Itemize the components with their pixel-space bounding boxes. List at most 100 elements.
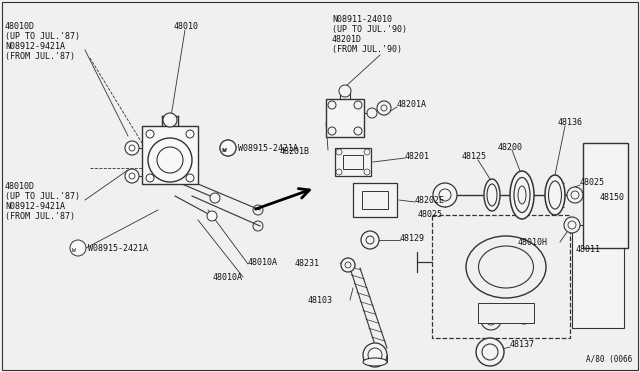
Text: N08911-24010: N08911-24010 bbox=[332, 15, 392, 24]
Ellipse shape bbox=[548, 181, 561, 209]
Text: (FROM JUL.'90): (FROM JUL.'90) bbox=[332, 45, 402, 54]
Circle shape bbox=[571, 191, 579, 199]
Text: 48010D: 48010D bbox=[5, 182, 35, 191]
Text: 48010A: 48010A bbox=[213, 273, 243, 282]
Text: 48200: 48200 bbox=[498, 143, 523, 152]
Circle shape bbox=[129, 145, 135, 151]
Circle shape bbox=[481, 310, 501, 330]
Circle shape bbox=[70, 240, 86, 256]
Bar bbox=[478, 303, 534, 323]
Circle shape bbox=[148, 138, 192, 182]
Text: 48201: 48201 bbox=[405, 152, 430, 161]
Ellipse shape bbox=[487, 184, 497, 206]
Text: (FROM JUL.'87): (FROM JUL.'87) bbox=[5, 52, 75, 61]
Circle shape bbox=[328, 101, 336, 109]
Bar bbox=[343, 155, 363, 169]
Text: 48202E: 48202E bbox=[415, 196, 445, 205]
Text: 48201D: 48201D bbox=[332, 35, 362, 44]
Circle shape bbox=[210, 193, 220, 203]
Ellipse shape bbox=[545, 175, 565, 215]
Text: W08915-2421A: W08915-2421A bbox=[88, 244, 148, 253]
Circle shape bbox=[125, 141, 139, 155]
Bar bbox=[362, 191, 388, 209]
Circle shape bbox=[220, 140, 236, 156]
Ellipse shape bbox=[484, 179, 500, 211]
Bar bbox=[572, 225, 624, 328]
Text: W: W bbox=[72, 247, 76, 253]
Text: 48201A: 48201A bbox=[397, 100, 427, 109]
Text: 48150: 48150 bbox=[600, 193, 625, 202]
Circle shape bbox=[516, 308, 532, 324]
Circle shape bbox=[366, 236, 374, 244]
Circle shape bbox=[336, 169, 342, 175]
Circle shape bbox=[486, 315, 496, 325]
Circle shape bbox=[364, 149, 370, 155]
Circle shape bbox=[361, 231, 379, 249]
Circle shape bbox=[186, 174, 194, 182]
Text: (UP TO JUL.'90): (UP TO JUL.'90) bbox=[332, 25, 407, 34]
Text: (UP TO JUL.'87): (UP TO JUL.'87) bbox=[5, 192, 80, 201]
Circle shape bbox=[163, 113, 177, 127]
Text: 48025: 48025 bbox=[418, 210, 443, 219]
Circle shape bbox=[328, 127, 336, 135]
Circle shape bbox=[520, 312, 528, 320]
Circle shape bbox=[354, 101, 362, 109]
Text: A/80 (0066: A/80 (0066 bbox=[586, 355, 632, 364]
Text: 48125: 48125 bbox=[462, 152, 487, 161]
Bar bbox=[335, 148, 371, 176]
Circle shape bbox=[220, 140, 236, 156]
Circle shape bbox=[564, 217, 580, 233]
Circle shape bbox=[364, 169, 370, 175]
Text: 48010A: 48010A bbox=[248, 258, 278, 267]
Circle shape bbox=[339, 85, 351, 97]
Text: 48231: 48231 bbox=[295, 259, 320, 268]
Text: 48010: 48010 bbox=[174, 22, 199, 31]
Circle shape bbox=[377, 101, 391, 115]
Circle shape bbox=[568, 221, 576, 229]
Bar bbox=[432, 215, 570, 338]
Ellipse shape bbox=[479, 246, 534, 288]
Text: (UP TO JUL.'87): (UP TO JUL.'87) bbox=[5, 32, 80, 41]
Circle shape bbox=[125, 169, 139, 183]
Bar bbox=[142, 126, 198, 184]
Text: W: W bbox=[223, 148, 227, 153]
Text: 48025: 48025 bbox=[580, 178, 605, 187]
Text: 48011: 48011 bbox=[576, 245, 601, 254]
Circle shape bbox=[482, 344, 498, 360]
Circle shape bbox=[336, 149, 342, 155]
Circle shape bbox=[354, 127, 362, 135]
Text: 48103: 48103 bbox=[308, 296, 333, 305]
Circle shape bbox=[157, 147, 183, 173]
Bar bbox=[583, 143, 628, 248]
Text: W08915-2421A: W08915-2421A bbox=[238, 144, 298, 153]
Circle shape bbox=[207, 211, 217, 221]
Text: 48201B: 48201B bbox=[280, 147, 310, 156]
Text: 48129: 48129 bbox=[400, 234, 425, 243]
Circle shape bbox=[567, 187, 583, 203]
Text: N08912-9421A: N08912-9421A bbox=[5, 42, 65, 51]
Text: 48137: 48137 bbox=[510, 340, 535, 349]
Circle shape bbox=[363, 343, 387, 367]
Text: W: W bbox=[222, 148, 226, 153]
Circle shape bbox=[476, 338, 504, 366]
Circle shape bbox=[439, 189, 451, 201]
Bar bbox=[326, 99, 364, 137]
Text: 48010D: 48010D bbox=[5, 22, 35, 31]
Circle shape bbox=[368, 348, 382, 362]
Circle shape bbox=[146, 130, 154, 138]
Circle shape bbox=[381, 105, 387, 111]
Text: 48136: 48136 bbox=[558, 118, 583, 127]
Bar bbox=[353, 183, 397, 217]
Ellipse shape bbox=[514, 177, 530, 212]
Ellipse shape bbox=[363, 358, 387, 366]
Ellipse shape bbox=[466, 236, 546, 298]
Text: 48010H: 48010H bbox=[518, 238, 548, 247]
Circle shape bbox=[433, 183, 457, 207]
Circle shape bbox=[146, 174, 154, 182]
Circle shape bbox=[367, 108, 377, 118]
Circle shape bbox=[345, 262, 351, 268]
Ellipse shape bbox=[518, 186, 526, 204]
Text: (FROM JUL.'87): (FROM JUL.'87) bbox=[5, 212, 75, 221]
Circle shape bbox=[341, 258, 355, 272]
Circle shape bbox=[186, 130, 194, 138]
